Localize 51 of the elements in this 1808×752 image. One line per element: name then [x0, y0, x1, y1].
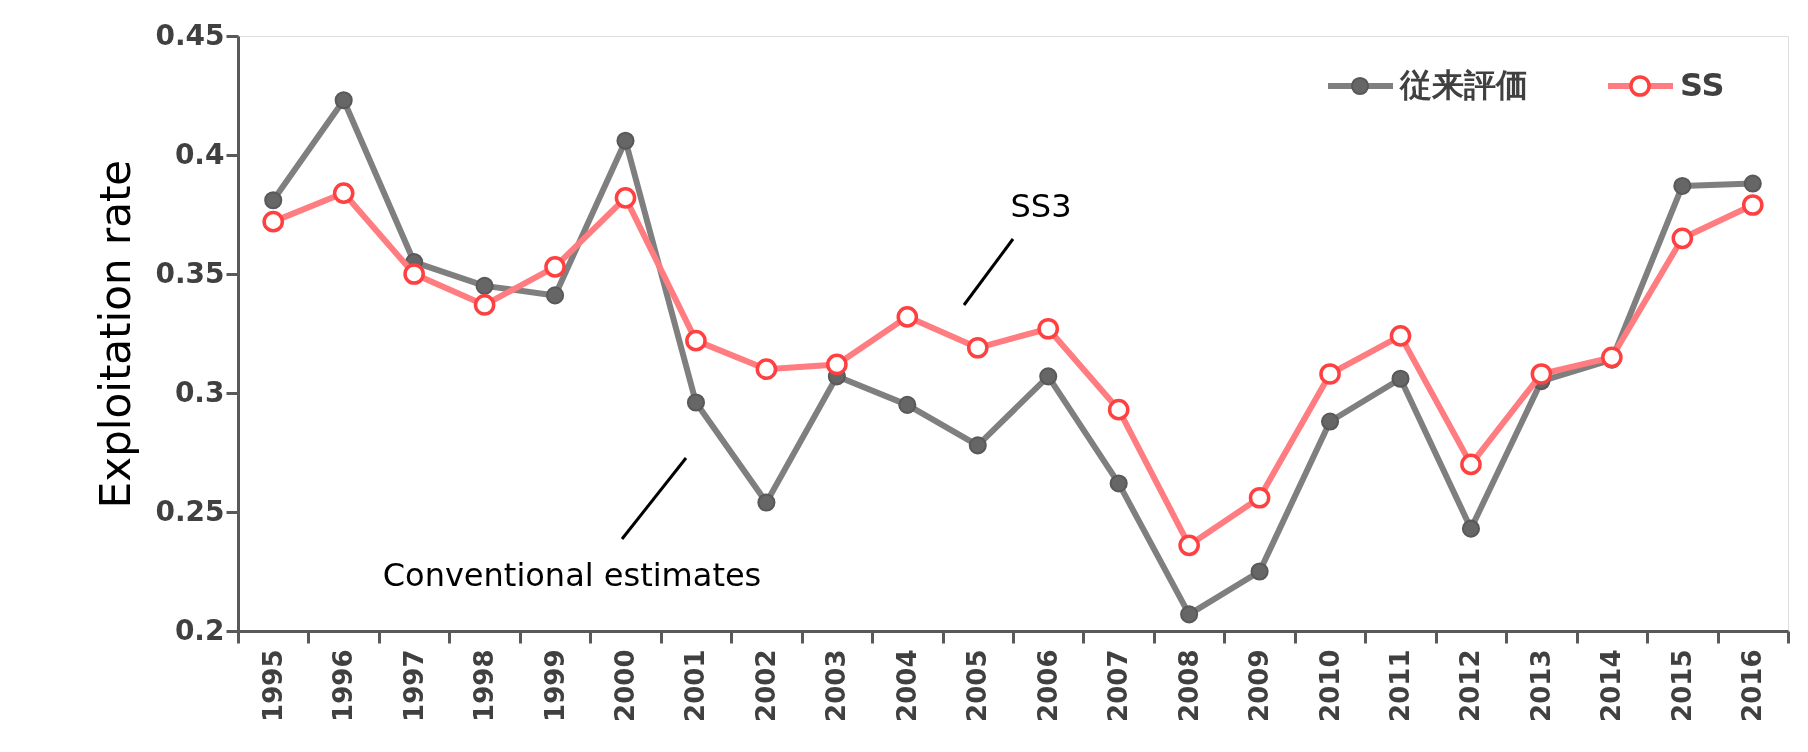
x-tick-label: 2001: [680, 649, 711, 722]
point: [1320, 412, 1340, 431]
x-tick-label: 2006: [1032, 649, 1063, 722]
annotation: Conventional estimates: [382, 556, 762, 594]
x-tick-label: 1999: [539, 649, 570, 722]
x-tick-label: 1997: [398, 649, 429, 722]
x-tick-label: 1998: [469, 649, 500, 722]
legend-label: 従来評価: [1399, 66, 1528, 104]
y-tick-label: 0.25: [155, 494, 225, 528]
point: [264, 191, 283, 210]
point: [686, 393, 706, 412]
x-tick-label: 1995: [257, 649, 288, 722]
x-tick-label: 2002: [750, 649, 781, 722]
y-tick-label: 0.2: [174, 613, 225, 647]
x-tick-label: 2012: [1455, 649, 1486, 722]
x-tick-label: 2009: [1244, 649, 1275, 722]
point: [1109, 474, 1128, 493]
point: [475, 276, 494, 295]
y-tick-label: 0.35: [155, 256, 225, 290]
x-tick-label: 2013: [1525, 649, 1556, 722]
y-tick-label: 0.4: [174, 137, 225, 171]
y-axis-title: Exploitation rate: [91, 159, 141, 509]
point: [334, 91, 353, 110]
point: [1461, 519, 1481, 538]
point: [757, 493, 776, 512]
y-tick-label: 0.45: [155, 18, 225, 52]
point: [968, 436, 987, 455]
point: [616, 131, 635, 150]
x-tick-label: 2003: [821, 649, 852, 722]
point: [898, 395, 917, 414]
x-tick-label: 1996: [328, 649, 359, 722]
x-tick-label: 2010: [1314, 649, 1345, 722]
legend-label: SS: [1680, 66, 1725, 104]
point: [1039, 367, 1058, 386]
x-tick-label: 2007: [1103, 649, 1134, 722]
point: [1180, 605, 1199, 624]
x-tick-label: 2011: [1385, 649, 1415, 722]
x-tick-label: 2016: [1737, 649, 1768, 722]
point: [545, 286, 565, 305]
x-tick-label: 2004: [891, 649, 922, 722]
point: [1250, 562, 1269, 581]
y-tick-label: 0.3: [174, 375, 225, 409]
x-tick-label: 2005: [962, 649, 993, 722]
annotation: SS3: [1010, 187, 1072, 225]
x-tick-label: 2000: [610, 649, 640, 722]
point: [1673, 176, 1692, 195]
point: [1391, 369, 1410, 388]
x-tick-label: 2014: [1596, 649, 1627, 722]
point: [1743, 174, 1762, 193]
x-tick-label: 2008: [1173, 649, 1204, 722]
x-tick-label: 2015: [1666, 649, 1697, 722]
